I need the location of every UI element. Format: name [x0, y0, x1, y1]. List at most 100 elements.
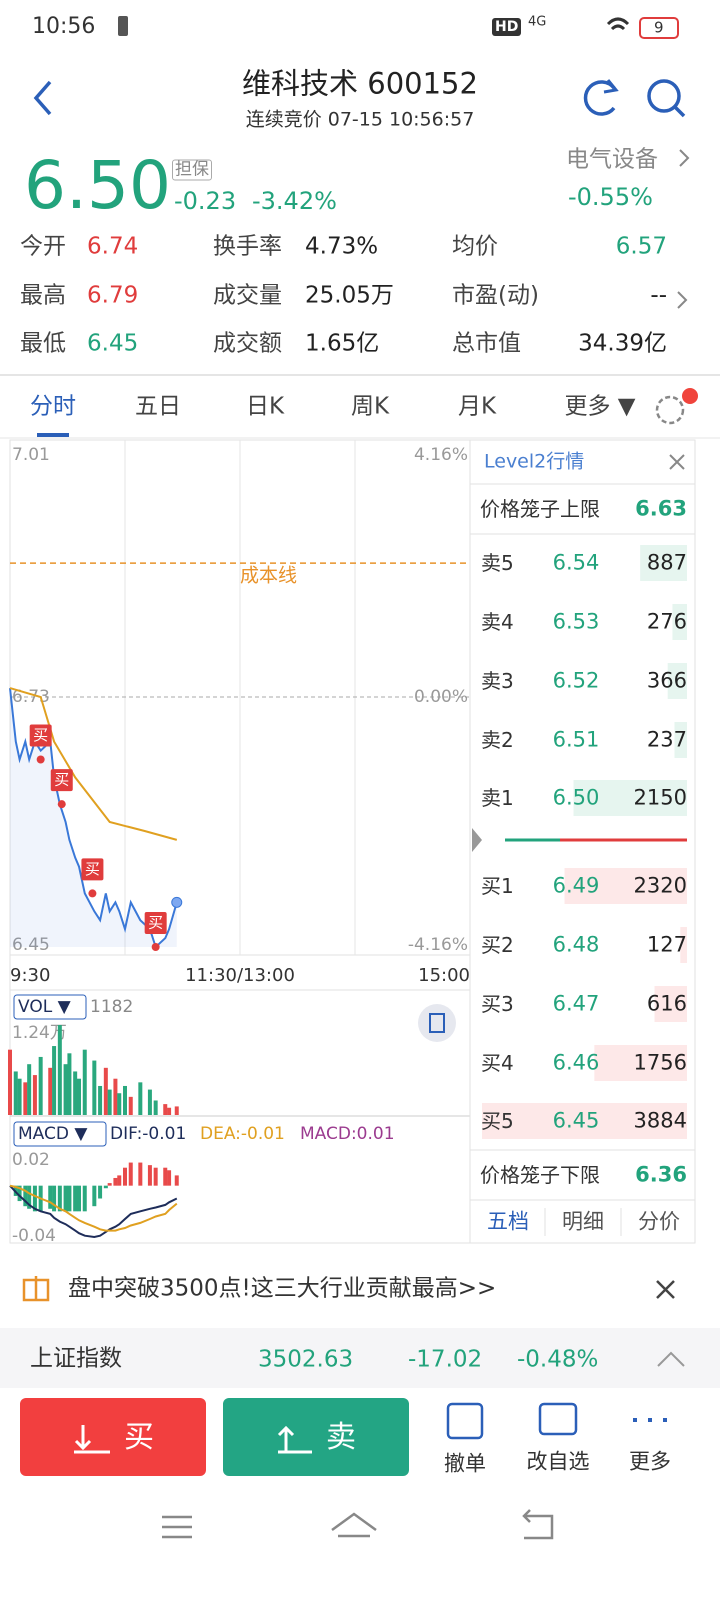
- book-tab[interactable]: 明细: [562, 1209, 604, 1234]
- trade-label: 买: [33, 726, 48, 744]
- macd-bar: [67, 1185, 72, 1212]
- trade-dot: [36, 755, 45, 764]
- stat-label: 换手率: [213, 233, 282, 260]
- tab[interactable]: 更多 ▼: [564, 393, 636, 420]
- volume-current: 1182: [90, 997, 133, 1017]
- stat-value: 6.57: [615, 233, 667, 260]
- indicator-box[interactable]: [13, 1121, 107, 1147]
- macd-line: [9, 1184, 178, 1232]
- watchlist-icon[interactable]: [538, 1402, 578, 1436]
- stat-value: 25.05万: [305, 282, 394, 309]
- wifi: [606, 17, 630, 31]
- change-pct: -3.42%: [252, 187, 337, 215]
- status-battery: 9: [654, 18, 664, 37]
- tab[interactable]: 周K: [350, 393, 390, 420]
- dif-label: DIF:-0.01: [110, 1124, 186, 1144]
- book-tab[interactable]: 分价: [638, 1209, 680, 1234]
- action-label[interactable]: 撤单: [444, 1451, 486, 1476]
- volume-bar: [17, 1078, 22, 1115]
- volume-bar: [128, 1096, 133, 1115]
- y-tick-label: -0.04: [12, 1226, 56, 1246]
- book-price: 6.49: [552, 873, 600, 898]
- stat-label: 成交量: [213, 282, 282, 309]
- trade-label: 买: [85, 860, 100, 878]
- x-tick-label: 15:00: [418, 965, 470, 986]
- trade-label: 买: [54, 771, 69, 789]
- trade-tag: [50, 769, 73, 792]
- depth-bar: [667, 663, 687, 699]
- search-handle: [673, 105, 686, 118]
- macd-bar: [27, 1185, 32, 1209]
- status-time: 10:56: [32, 14, 96, 39]
- nav-menu[interactable]: [162, 1515, 192, 1539]
- book-tab[interactable]: 五档: [487, 1209, 529, 1234]
- buy-button[interactable]: [20, 1398, 206, 1476]
- sell-label[interactable]: 卖: [326, 1420, 356, 1455]
- macd-bar: [153, 1167, 158, 1186]
- stat-value: --: [650, 282, 667, 309]
- chevron[interactable]: [677, 291, 688, 309]
- tab[interactable]: 分时: [30, 393, 76, 420]
- close[interactable]: [656, 1280, 675, 1299]
- sector[interactable]: 电气设备: [566, 146, 658, 173]
- indicator-label[interactable]: MACD ▼: [18, 1124, 88, 1144]
- back[interactable]: [33, 80, 52, 116]
- macd-bar: [63, 1185, 68, 1212]
- volume-bar: [174, 1106, 179, 1115]
- book-label: 买5: [481, 1109, 514, 1133]
- index-value: 3502.63: [258, 1346, 354, 1373]
- expand[interactable]: [657, 1351, 685, 1367]
- refresh[interactable]: [583, 80, 616, 116]
- trade-dot: [151, 943, 160, 951]
- settings[interactable]: [655, 395, 685, 425]
- depth-bar: [654, 986, 687, 1022]
- banner-text[interactable]: 盘中突破3500点!这三大行业贡献最高>>: [68, 1275, 497, 1302]
- volume-bar: [8, 1049, 12, 1115]
- indicator-label[interactable]: VOL ▼: [18, 997, 72, 1017]
- average-line: [9, 687, 178, 841]
- book-price: 6.52: [552, 668, 600, 693]
- nav-back[interactable]: [522, 1509, 554, 1540]
- book-volume: 887: [646, 550, 687, 575]
- tab[interactable]: 日K: [245, 393, 285, 420]
- sell-icon: [277, 1425, 312, 1454]
- volume-bar: [57, 1025, 62, 1115]
- nav-home[interactable]: [331, 1512, 377, 1538]
- index-bg: [0, 1328, 720, 1388]
- buy-label[interactable]: 买: [124, 1420, 154, 1455]
- y2-tick-label: 0.00%: [414, 687, 468, 707]
- collapse[interactable]: [472, 828, 482, 852]
- book-price: 6.47: [552, 991, 600, 1016]
- index-name: 上证指数: [30, 1345, 122, 1372]
- trade-label: 买: [148, 914, 163, 932]
- chevron[interactable]: [679, 149, 690, 167]
- volume-bar: [123, 1085, 127, 1115]
- tab[interactable]: 月K: [457, 393, 497, 420]
- book-price: 6.51: [552, 727, 600, 752]
- cancel-icon[interactable]: [446, 1402, 484, 1440]
- volume-bar: [63, 1064, 68, 1115]
- y-tick-label: 0.02: [12, 1150, 50, 1170]
- sell-button[interactable]: [223, 1398, 409, 1476]
- order-book-frame: [469, 439, 696, 1244]
- book-volume: 616: [646, 991, 687, 1016]
- stat-label: 均价: [452, 233, 498, 260]
- close[interactable]: [669, 454, 685, 470]
- tab[interactable]: 五日: [135, 393, 181, 420]
- action-label[interactable]: 更多: [629, 1449, 671, 1474]
- trade-tag: [81, 858, 104, 881]
- volume-bar: [92, 1060, 97, 1115]
- depth-bar: [573, 780, 687, 816]
- search[interactable]: [647, 79, 681, 113]
- book-volume: 366: [646, 668, 687, 693]
- rotate-button[interactable]: [418, 1004, 456, 1042]
- limit-label: 价格笼子上限: [480, 497, 600, 521]
- macd-bar: [92, 1185, 97, 1207]
- action-label[interactable]: 改自选: [526, 1449, 590, 1474]
- macd-bar: [107, 1183, 112, 1186]
- indicator-box[interactable]: [13, 994, 87, 1020]
- index-change: -17.02: [408, 1346, 483, 1373]
- book-volume: 127: [646, 932, 687, 957]
